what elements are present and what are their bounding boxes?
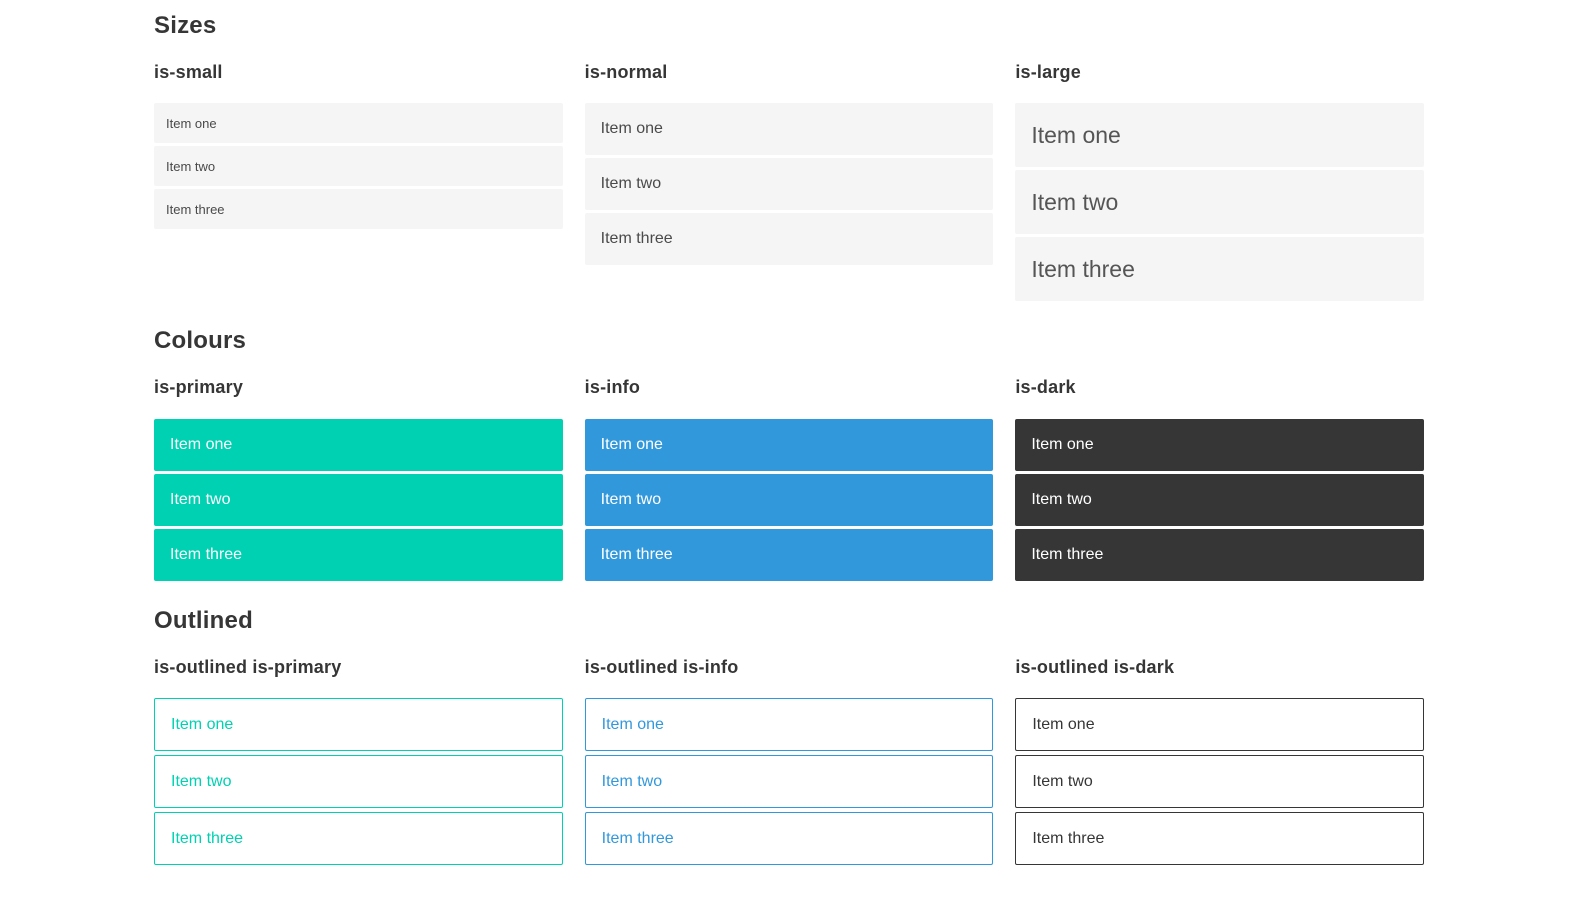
column-is-large: is-large Item one Item two Item three [1015, 62, 1424, 302]
list-item[interactable]: Item one [1015, 698, 1424, 752]
column-label-is-primary: is-primary [154, 377, 244, 398]
list-item[interactable]: Item two [584, 158, 994, 211]
list-item[interactable]: Item one [1015, 103, 1424, 168]
list-item[interactable]: Item three [1015, 528, 1424, 581]
section-title-outlined: Outlined [154, 606, 253, 634]
list-item[interactable]: Item one [154, 418, 563, 471]
section-sizes: Sizes is-small Item one Item two Item th… [154, 12, 1424, 302]
column-is-small: is-small Item one Item two Item three [154, 62, 563, 230]
column-is-outlined-is-primary: is-outlined is-primary Item one Item two… [154, 657, 563, 866]
list-item[interactable]: Item two [154, 755, 563, 809]
list-small: Item one Item two Item three [154, 103, 563, 230]
section-colours: Colours is-primary Item one Item two Ite… [154, 327, 1424, 581]
column-label-is-small: is-small [154, 61, 223, 82]
list-item[interactable]: Item three [1015, 812, 1424, 866]
list-item[interactable]: Item two [584, 755, 994, 809]
list-item[interactable]: Item two [1015, 170, 1424, 235]
list-item[interactable]: Item one [584, 418, 994, 471]
column-label-is-normal: is-normal [584, 61, 668, 82]
list-item[interactable]: Item two [1015, 473, 1424, 526]
docs-content: Sizes is-small Item one Item two Item th… [154, 0, 1424, 866]
section-outlined: Outlined is-outlined is-primary Item one… [154, 606, 1424, 866]
column-label-is-large: is-large [1015, 61, 1081, 82]
column-is-primary: is-primary Item one Item two Item three [154, 377, 563, 581]
list-item[interactable]: Item one [154, 103, 563, 144]
list-item[interactable]: Item three [154, 812, 563, 866]
section-title-colours: Colours [154, 327, 247, 355]
list-item[interactable]: Item one [154, 698, 563, 752]
column-is-dark: is-dark Item one Item two Item three [1015, 377, 1424, 581]
list-item[interactable]: Item two [1015, 755, 1424, 809]
column-is-outlined-is-info: is-outlined is-info Item one Item two It… [584, 656, 994, 866]
list-outlined-primary: Item one Item two Item three [154, 698, 563, 866]
list-large: Item one Item two Item three [1015, 103, 1424, 302]
list-item[interactable]: Item one [1015, 418, 1424, 471]
list-item[interactable]: Item three [584, 812, 994, 866]
list-item[interactable]: Item three [1015, 237, 1424, 302]
list-info: Item one Item two Item three [584, 418, 994, 581]
list-outlined-info: Item one Item two Item three [584, 698, 994, 866]
column-is-normal: is-normal Item one Item two Item three [584, 61, 994, 266]
column-is-info: is-info Item one Item two Item three [584, 377, 994, 581]
colours-grid: is-primary Item one Item two Item three … [154, 377, 1424, 581]
list-item[interactable]: Item three [584, 528, 994, 581]
list-normal: Item one Item two Item three [584, 103, 994, 266]
list-item[interactable]: Item two [154, 146, 563, 187]
outlined-grid: is-outlined is-primary Item one Item two… [154, 657, 1424, 866]
list-dark: Item one Item two Item three [1015, 418, 1424, 581]
sizes-grid: is-small Item one Item two Item three is… [154, 62, 1424, 302]
column-label-is-outlined-is-info: is-outlined is-info [584, 656, 739, 677]
column-is-outlined-is-dark: is-outlined is-dark Item one Item two It… [1015, 657, 1424, 866]
list-primary: Item one Item two Item three [154, 418, 563, 581]
section-title-sizes: Sizes [154, 12, 217, 39]
list-item[interactable]: Item three [154, 189, 563, 230]
list-item[interactable]: Item two [154, 473, 563, 526]
list-item[interactable]: Item one [584, 698, 994, 752]
list-item[interactable]: Item two [584, 473, 994, 526]
list-item[interactable]: Item one [584, 103, 994, 156]
column-label-is-outlined-is-primary: is-outlined is-primary [154, 656, 342, 677]
list-item[interactable]: Item three [154, 528, 563, 581]
column-label-is-info: is-info [584, 377, 641, 398]
column-label-is-outlined-is-dark: is-outlined is-dark [1015, 656, 1175, 677]
column-label-is-dark: is-dark [1015, 377, 1076, 398]
list-outlined-dark: Item one Item two Item three [1015, 698, 1424, 866]
list-item[interactable]: Item three [584, 213, 994, 266]
